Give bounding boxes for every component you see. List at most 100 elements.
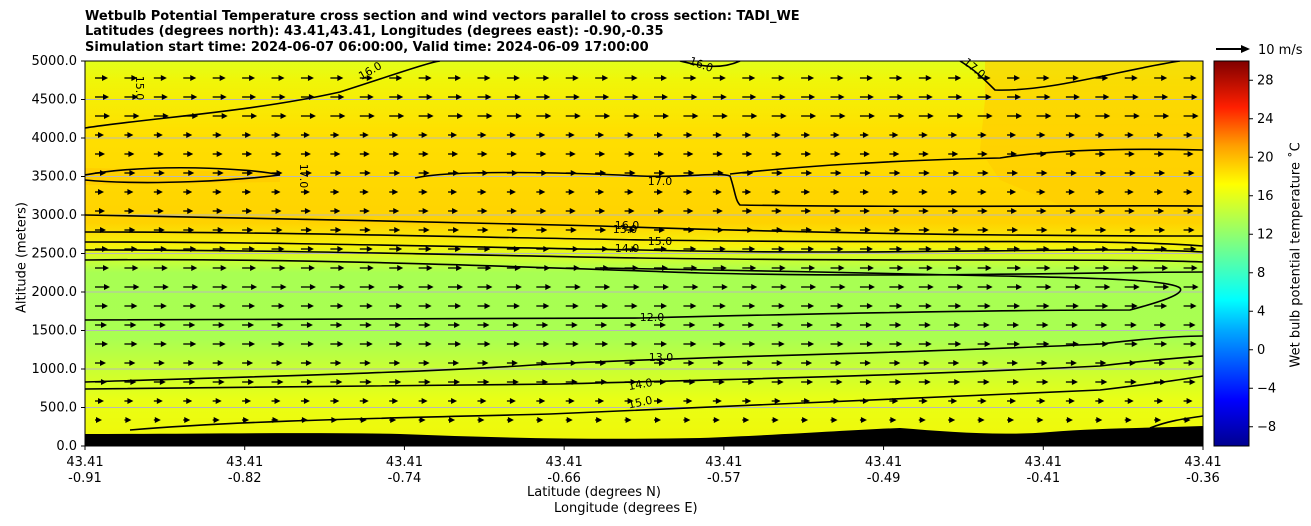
wind-vector (830, 94, 845, 100)
wind-vector (918, 227, 930, 233)
wind-vector-head (133, 284, 140, 290)
wind-vector-head (154, 417, 161, 423)
wind-vector (859, 132, 869, 138)
wind-vector (242, 208, 253, 214)
wind-vector-head (279, 265, 286, 271)
wind-vector (242, 379, 255, 385)
wind-vector (506, 284, 522, 290)
wind-vector-head (749, 75, 756, 81)
wind-vector-head (156, 132, 163, 138)
wind-vector (801, 417, 809, 423)
wind-vector-head (1103, 265, 1110, 271)
wind-vector (1183, 341, 1197, 347)
wind-vector-head (184, 417, 191, 423)
wind-vector-head (980, 189, 987, 195)
wind-vector (271, 151, 282, 157)
wind-vector-head (339, 113, 346, 119)
wind-vector-head (862, 189, 869, 195)
wind-vector (418, 94, 433, 100)
wind-vector-head (457, 113, 464, 119)
wind-vector-head (539, 189, 546, 195)
wind-vector (801, 360, 813, 366)
wind-vector (771, 189, 781, 195)
wind-vector-head (955, 341, 962, 347)
wind-vector-head (453, 360, 460, 366)
wind-vector (536, 322, 549, 328)
wind-vector (153, 303, 167, 309)
wind-vector-head (715, 132, 722, 138)
wind-vector (124, 208, 135, 214)
x-ticks: 43.41-0.9143.41-0.8243.41-0.7443.41-0.66… (66, 446, 1222, 486)
wind-vector (977, 398, 987, 404)
wind-vector (742, 341, 756, 347)
wind-vector (271, 341, 285, 347)
wind-vector-head (864, 360, 871, 366)
wind-vector-head (955, 75, 962, 81)
wind-vector-head (657, 189, 663, 195)
wind-vector-head (596, 417, 603, 423)
wind-vector-head (1190, 246, 1197, 252)
wind-vector (536, 208, 547, 214)
wind-vector-head (366, 246, 373, 252)
wind-vector (859, 208, 870, 214)
wind-vector-head (455, 246, 462, 252)
wind-vector (918, 284, 934, 290)
wind-vector-head (132, 94, 139, 100)
wind-vector (300, 246, 314, 252)
wind-vector-head (363, 151, 370, 157)
wind-vector-head (251, 284, 258, 290)
wind-vector-head (336, 322, 343, 328)
wind-vector (1007, 227, 1019, 233)
wind-vector (712, 417, 720, 423)
wind-vector-head (1039, 398, 1046, 404)
chart-title-line-2: Latitudes (degrees north): 43.41,43.41, … (85, 24, 664, 39)
wind-vector-head (602, 341, 609, 347)
wind-vector-head (923, 170, 930, 176)
wind-vector-head (574, 284, 581, 290)
wind-vector (1124, 208, 1135, 214)
wind-vector-head (867, 265, 874, 271)
wind-vector (330, 360, 342, 366)
wind-vector-head (425, 303, 432, 309)
wind-vector-head (1070, 360, 1077, 366)
wind-vector (889, 265, 904, 271)
wind-vector-head (954, 379, 961, 385)
wind-vector (477, 303, 491, 309)
wind-vector-head (1101, 322, 1108, 328)
wind-vector-head (217, 170, 224, 176)
wind-vector-head (1133, 113, 1140, 119)
wind-vector-head (481, 208, 488, 214)
wind-vector-head (1043, 341, 1050, 347)
wind-vector-head (426, 94, 433, 100)
wind-vector-head (574, 113, 581, 119)
wind-vector-head (303, 189, 310, 195)
wind-vector-head (366, 303, 373, 309)
wind-vector (271, 227, 283, 233)
wind-vector (859, 75, 873, 81)
wind-vector-head (629, 360, 636, 366)
wind-vector-head (1191, 94, 1198, 100)
wind-vector (742, 360, 754, 366)
wind-vector-head (802, 417, 809, 423)
wind-vector-head (1130, 322, 1137, 328)
wind-vector (300, 398, 310, 404)
wind-vector-head (218, 379, 225, 385)
wind-vector (683, 75, 697, 81)
wind-vector-head (922, 151, 929, 157)
wind-vector (1036, 303, 1050, 309)
contour-label: 15.0 (648, 235, 673, 248)
wind-vector-head (307, 75, 314, 81)
wind-vector (330, 265, 345, 271)
wind-vector (242, 284, 258, 290)
x-tick-label-lon: -0.74 (388, 471, 422, 486)
wind-vector (595, 151, 606, 157)
wind-vector (448, 322, 461, 328)
colorbar-tick-label: 0 (1257, 343, 1265, 358)
wind-vector (1183, 132, 1193, 138)
wind-vector-head (190, 303, 197, 309)
wind-vector (742, 189, 752, 195)
wind-vector (1183, 303, 1197, 309)
wind-vector (771, 303, 785, 309)
wind-vector-head (776, 360, 783, 366)
wind-vector-head (598, 189, 605, 195)
